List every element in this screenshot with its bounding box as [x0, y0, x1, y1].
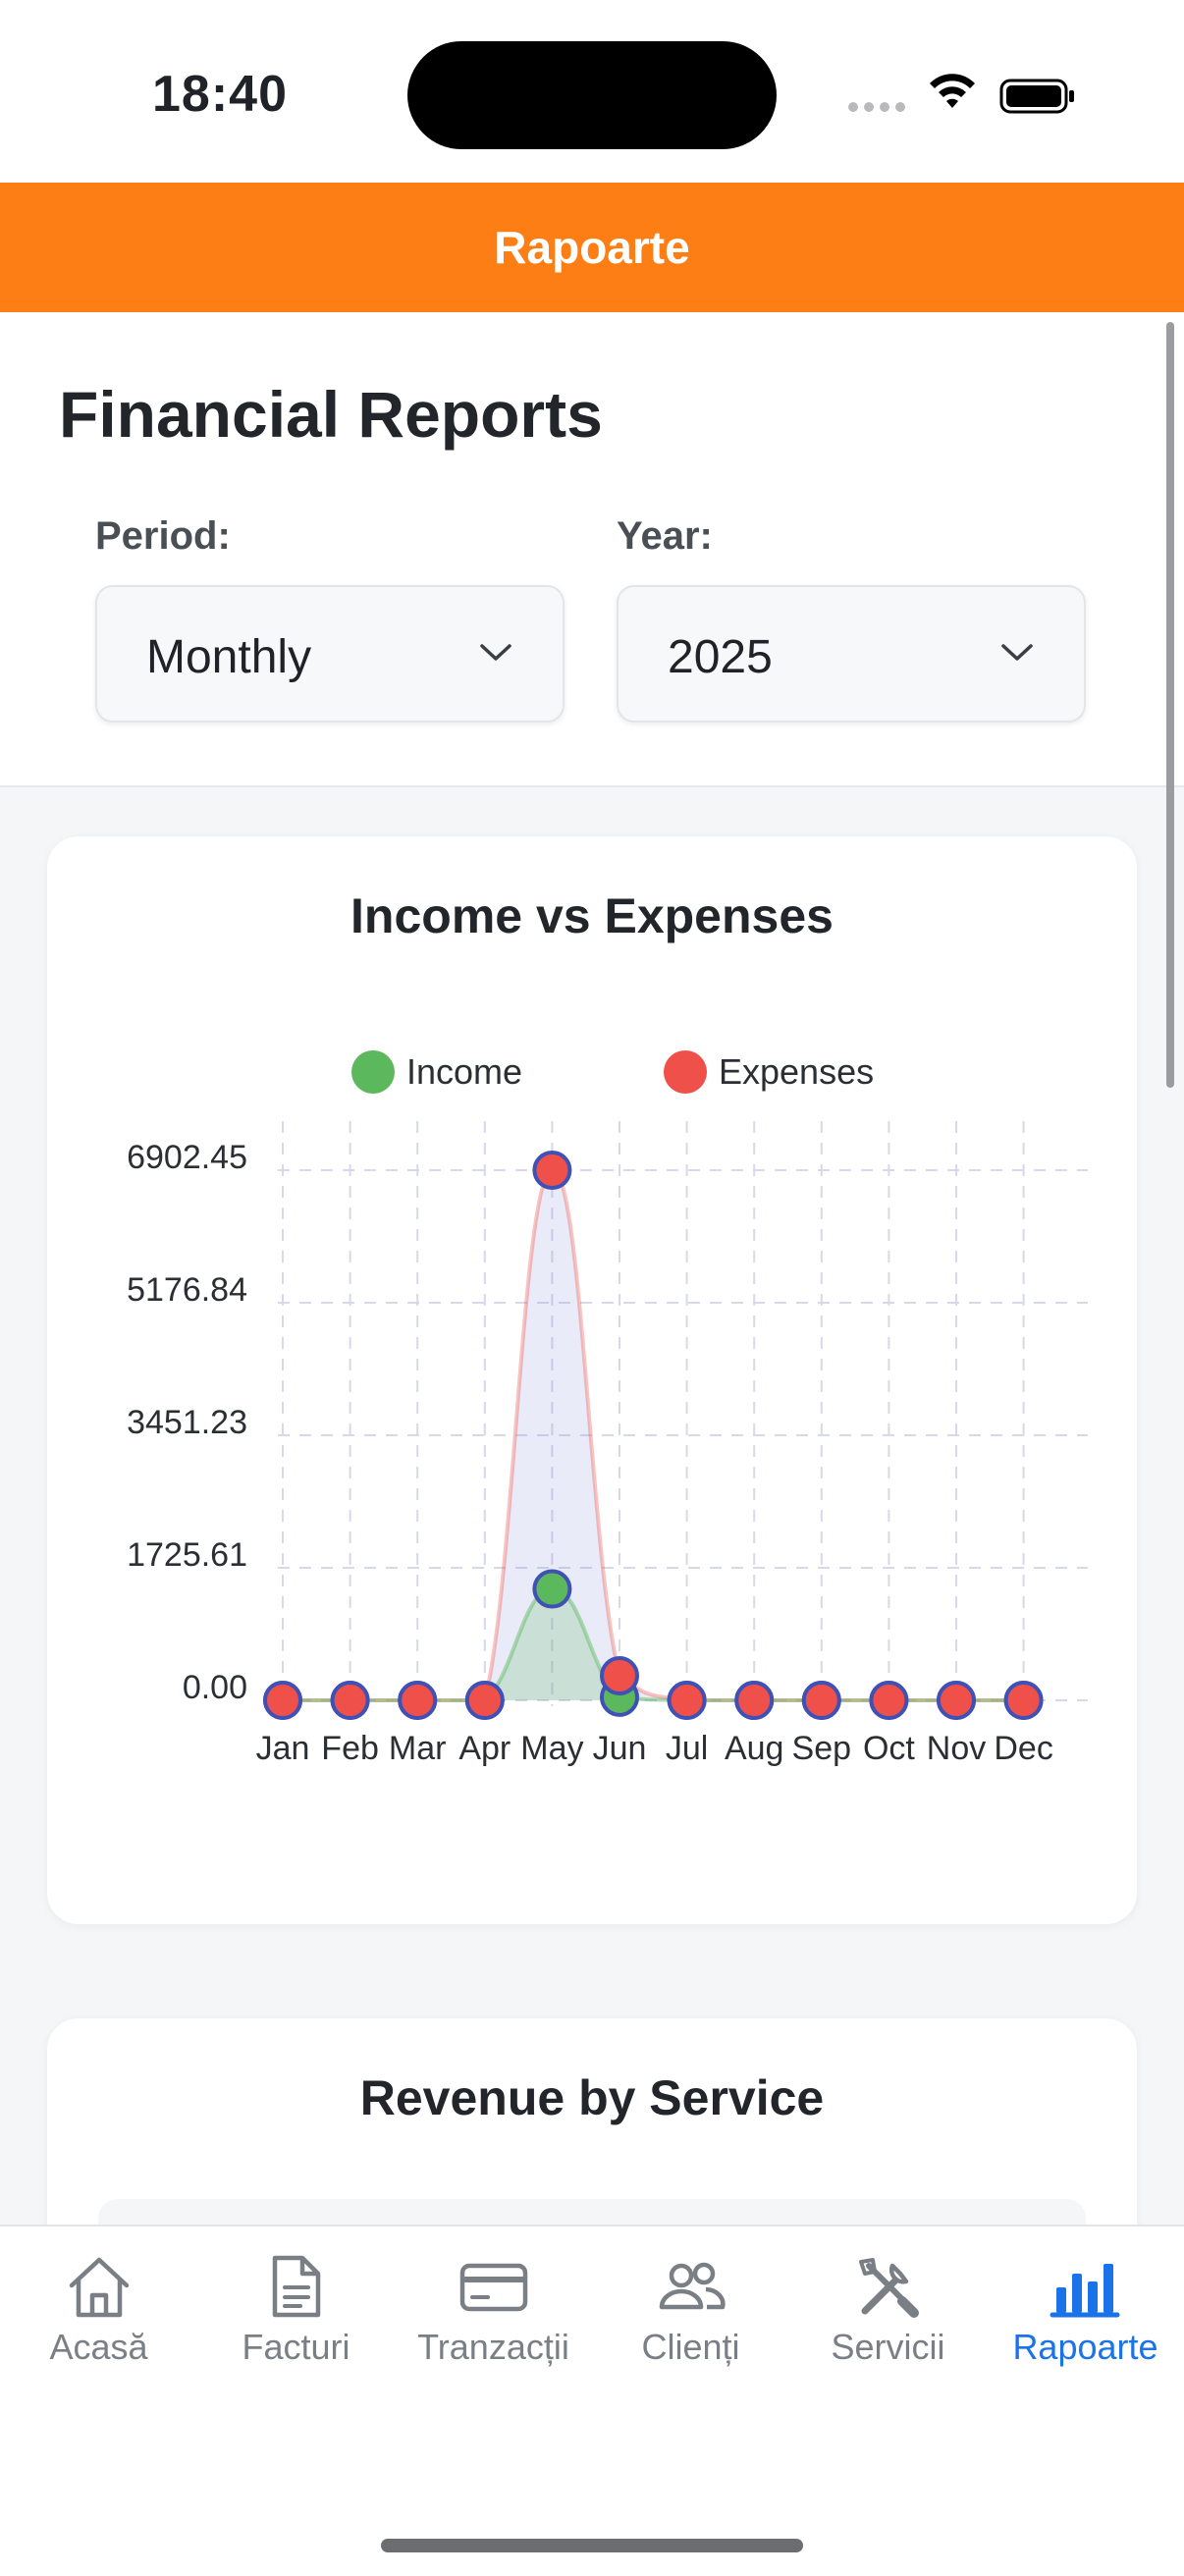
x-tick-label: Apr [458, 1730, 511, 1767]
legend-swatch-expenses [664, 1050, 707, 1094]
x-tick-label: Aug [725, 1730, 784, 1767]
year-label: Year: [617, 514, 713, 558]
revenue-card-title: Revenue by Service [359, 2070, 825, 2125]
expenses-point [464, 1681, 505, 1720]
app-bar: Rapoarte [0, 183, 1184, 312]
chart-title: Income vs Expenses [350, 888, 834, 943]
income-area [283, 1588, 1024, 1700]
y-tick-label: 3451.23 [127, 1404, 247, 1441]
period-label: Period: [95, 514, 231, 558]
scrollbar[interactable] [1166, 322, 1174, 1088]
expenses-point [1003, 1681, 1044, 1720]
chevron-down-icon [480, 644, 511, 661]
legend-swatch-income [351, 1050, 395, 1094]
x-tick-label: Dec [994, 1730, 1052, 1767]
x-tick-label: Nov [927, 1730, 986, 1767]
expenses-point [532, 1151, 572, 1190]
x-tick-label: Jan [256, 1730, 310, 1767]
x-tick-label: Sep [792, 1730, 852, 1767]
home-icon [69, 2257, 129, 2318]
tools-icon [858, 2258, 919, 2318]
expenses-point [801, 1681, 841, 1720]
tab-facturi[interactable]: Facturi [197, 2227, 395, 2403]
expenses-point [600, 1655, 639, 1695]
tab-servicii[interactable]: Servicii [789, 2227, 987, 2403]
users-icon [659, 2262, 726, 2310]
x-tick-label: Feb [321, 1730, 379, 1767]
period-select[interactable]: Monthly [95, 585, 565, 723]
x-tick-label: Oct [863, 1730, 915, 1767]
tab-acasa[interactable]: Acasă [0, 2227, 197, 2403]
app-bar-title: Rapoarte [494, 222, 690, 273]
income-expenses-card: Income vs Expenses 0.00 1725.61 3451.23 517… [47, 836, 1137, 1924]
y-tick-label: 6902.45 [127, 1139, 247, 1176]
y-tick-label: 1725.61 [127, 1536, 247, 1574]
tab-label: Tranzacții [417, 2327, 569, 2367]
wifi-icon [930, 74, 975, 108]
income-line [283, 1586, 1024, 1702]
x-tick-label: Mar [389, 1730, 447, 1767]
page-title: Financial Reports [59, 378, 603, 451]
expenses-point [869, 1681, 909, 1720]
income-expenses-chart: 0.00 1725.61 3451.23 5176.84 6902.45 Jan Feb Ma… [127, 1050, 1088, 1767]
bottom-tab-bar: Acasă Facturi Tranzacții Clienți [0, 2225, 1184, 2576]
tab-rapoarte[interactable]: Rapoarte [987, 2227, 1184, 2403]
tab-tranzactii[interactable]: Tranzacții [395, 2227, 592, 2403]
expenses-point [734, 1681, 775, 1720]
chevron-down-icon [1001, 644, 1033, 661]
battery-icon [999, 79, 1074, 114]
legend-label-income: Income [406, 1051, 522, 1092]
legend-label-expenses: Expenses [719, 1051, 874, 1092]
dynamic-island [407, 41, 777, 149]
filters-panel: Financial Reports Period: Year: Monthly … [0, 312, 1184, 787]
home-indicator [381, 2539, 803, 2552]
y-tick-label: 5176.84 [127, 1271, 247, 1309]
year-select[interactable]: 2025 [617, 585, 1086, 723]
tab-clienti[interactable]: Clienți [592, 2227, 789, 2403]
year-select-value: 2025 [668, 631, 773, 683]
y-tick-label: 0.00 [183, 1669, 247, 1706]
income-point [532, 1569, 572, 1609]
expenses-point [330, 1681, 370, 1720]
x-tick-label: Jun [593, 1730, 647, 1767]
tab-label: Facturi [242, 2327, 350, 2367]
tab-label: Servicii [831, 2327, 945, 2367]
tab-label: Rapoarte [1012, 2327, 1158, 2367]
x-tick-label: May [520, 1730, 583, 1767]
expenses-point [937, 1681, 976, 1720]
x-tick-label: Jul [666, 1730, 708, 1767]
tab-label: Clienți [641, 2327, 740, 2367]
bar-chart-icon [1049, 2264, 1119, 2318]
expenses-point [398, 1681, 438, 1720]
status-time: 18:40 [152, 66, 288, 123]
card-icon [459, 2263, 527, 2312]
period-select-value: Monthly [146, 631, 312, 683]
expenses-point [263, 1681, 302, 1720]
document-icon [272, 2255, 320, 2318]
signal-dots-icon [848, 102, 905, 112]
status-bar: 18:40 [0, 0, 1184, 183]
expenses-point [667, 1681, 707, 1720]
tab-label: Acasă [49, 2327, 148, 2367]
